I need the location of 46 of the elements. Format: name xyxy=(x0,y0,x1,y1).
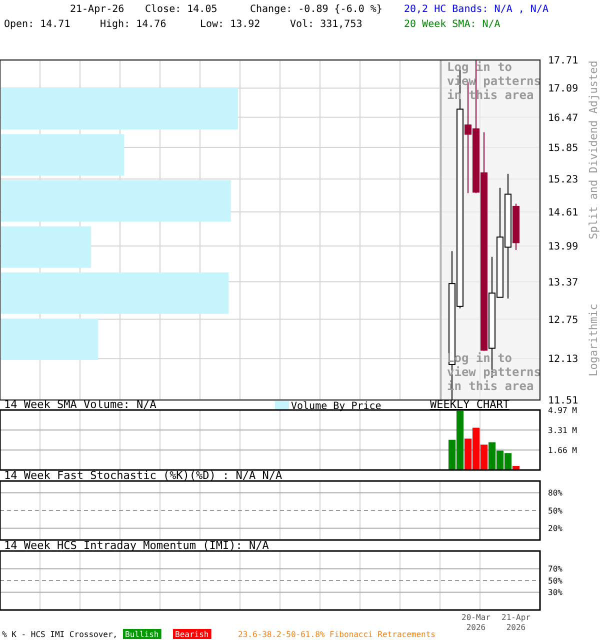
y-tick-label: 15.23 xyxy=(548,174,578,186)
text: 20 Week SMA: N/A xyxy=(404,19,500,30)
y-tick-label: 50% xyxy=(548,506,563,516)
x-tick-label: 21-Apr 2026 xyxy=(502,613,531,632)
y-tick-label: 17.71 xyxy=(548,56,578,66)
bar xyxy=(1,134,124,176)
y-tick-label: 80% xyxy=(548,488,563,498)
text: Split and Dividend Adjusted xyxy=(587,60,600,240)
text: Logarithmic xyxy=(587,304,600,376)
y-tick-label: 4.97 M xyxy=(548,406,578,415)
y-tick-label: 17.09 xyxy=(548,84,578,95)
text: Open: 14.71 xyxy=(4,19,70,30)
text: 20,2 HC Bands: N/A , N/A xyxy=(404,4,548,15)
chart-title: 14 Week Fast Stochastic (%K)(%D) : N/A N/A xyxy=(4,469,283,482)
text: Bullish xyxy=(125,630,159,639)
text: Low: 13.92 xyxy=(200,19,260,30)
text: 21-Apr-26 xyxy=(70,4,124,15)
y-tick-label: 13.99 xyxy=(548,242,578,253)
y-tick-label: 20% xyxy=(548,524,563,533)
bar xyxy=(1,272,229,314)
y-tick-label: 30% xyxy=(548,588,563,598)
text: High: 14.76 xyxy=(100,19,166,30)
y-tick-label: 70% xyxy=(548,564,563,574)
chart-title: 14 Week HCS Intraday Momentum (IMI): N/A xyxy=(4,539,270,552)
y-tick-label: 15.85 xyxy=(548,143,578,154)
y-tick-label: 14.61 xyxy=(548,207,578,218)
text: 23.6-38.2-50-61.8% Fibonacci Retracements xyxy=(238,630,436,639)
y-tick-label: 12.13 xyxy=(548,354,578,366)
legend-label: Volume By Price xyxy=(291,401,382,412)
bar xyxy=(1,318,98,360)
x-tick-label: 20-Mar 2026 xyxy=(462,613,491,632)
text: Vol: 331,753 xyxy=(290,19,362,30)
text: Bearish xyxy=(175,630,209,639)
bar xyxy=(1,180,231,222)
text: Close: 14.05 xyxy=(145,4,218,15)
text: Change: -0.89 {-6.0 %} xyxy=(250,4,382,15)
y-tick-label: 3.31 M xyxy=(548,426,578,435)
bar xyxy=(1,88,238,130)
y-tick-label: 16.47 xyxy=(548,112,578,124)
text: % K - HCS IMI Crossover, xyxy=(2,630,118,639)
y-tick-label: 50% xyxy=(548,576,563,586)
y-tick-label: 11.51 xyxy=(548,396,578,406)
y-tick-label: 1.66 M xyxy=(548,446,578,455)
y-tick-label: 12.75 xyxy=(548,314,578,326)
bar xyxy=(1,226,92,268)
y-tick-label: 13.37 xyxy=(548,277,578,288)
